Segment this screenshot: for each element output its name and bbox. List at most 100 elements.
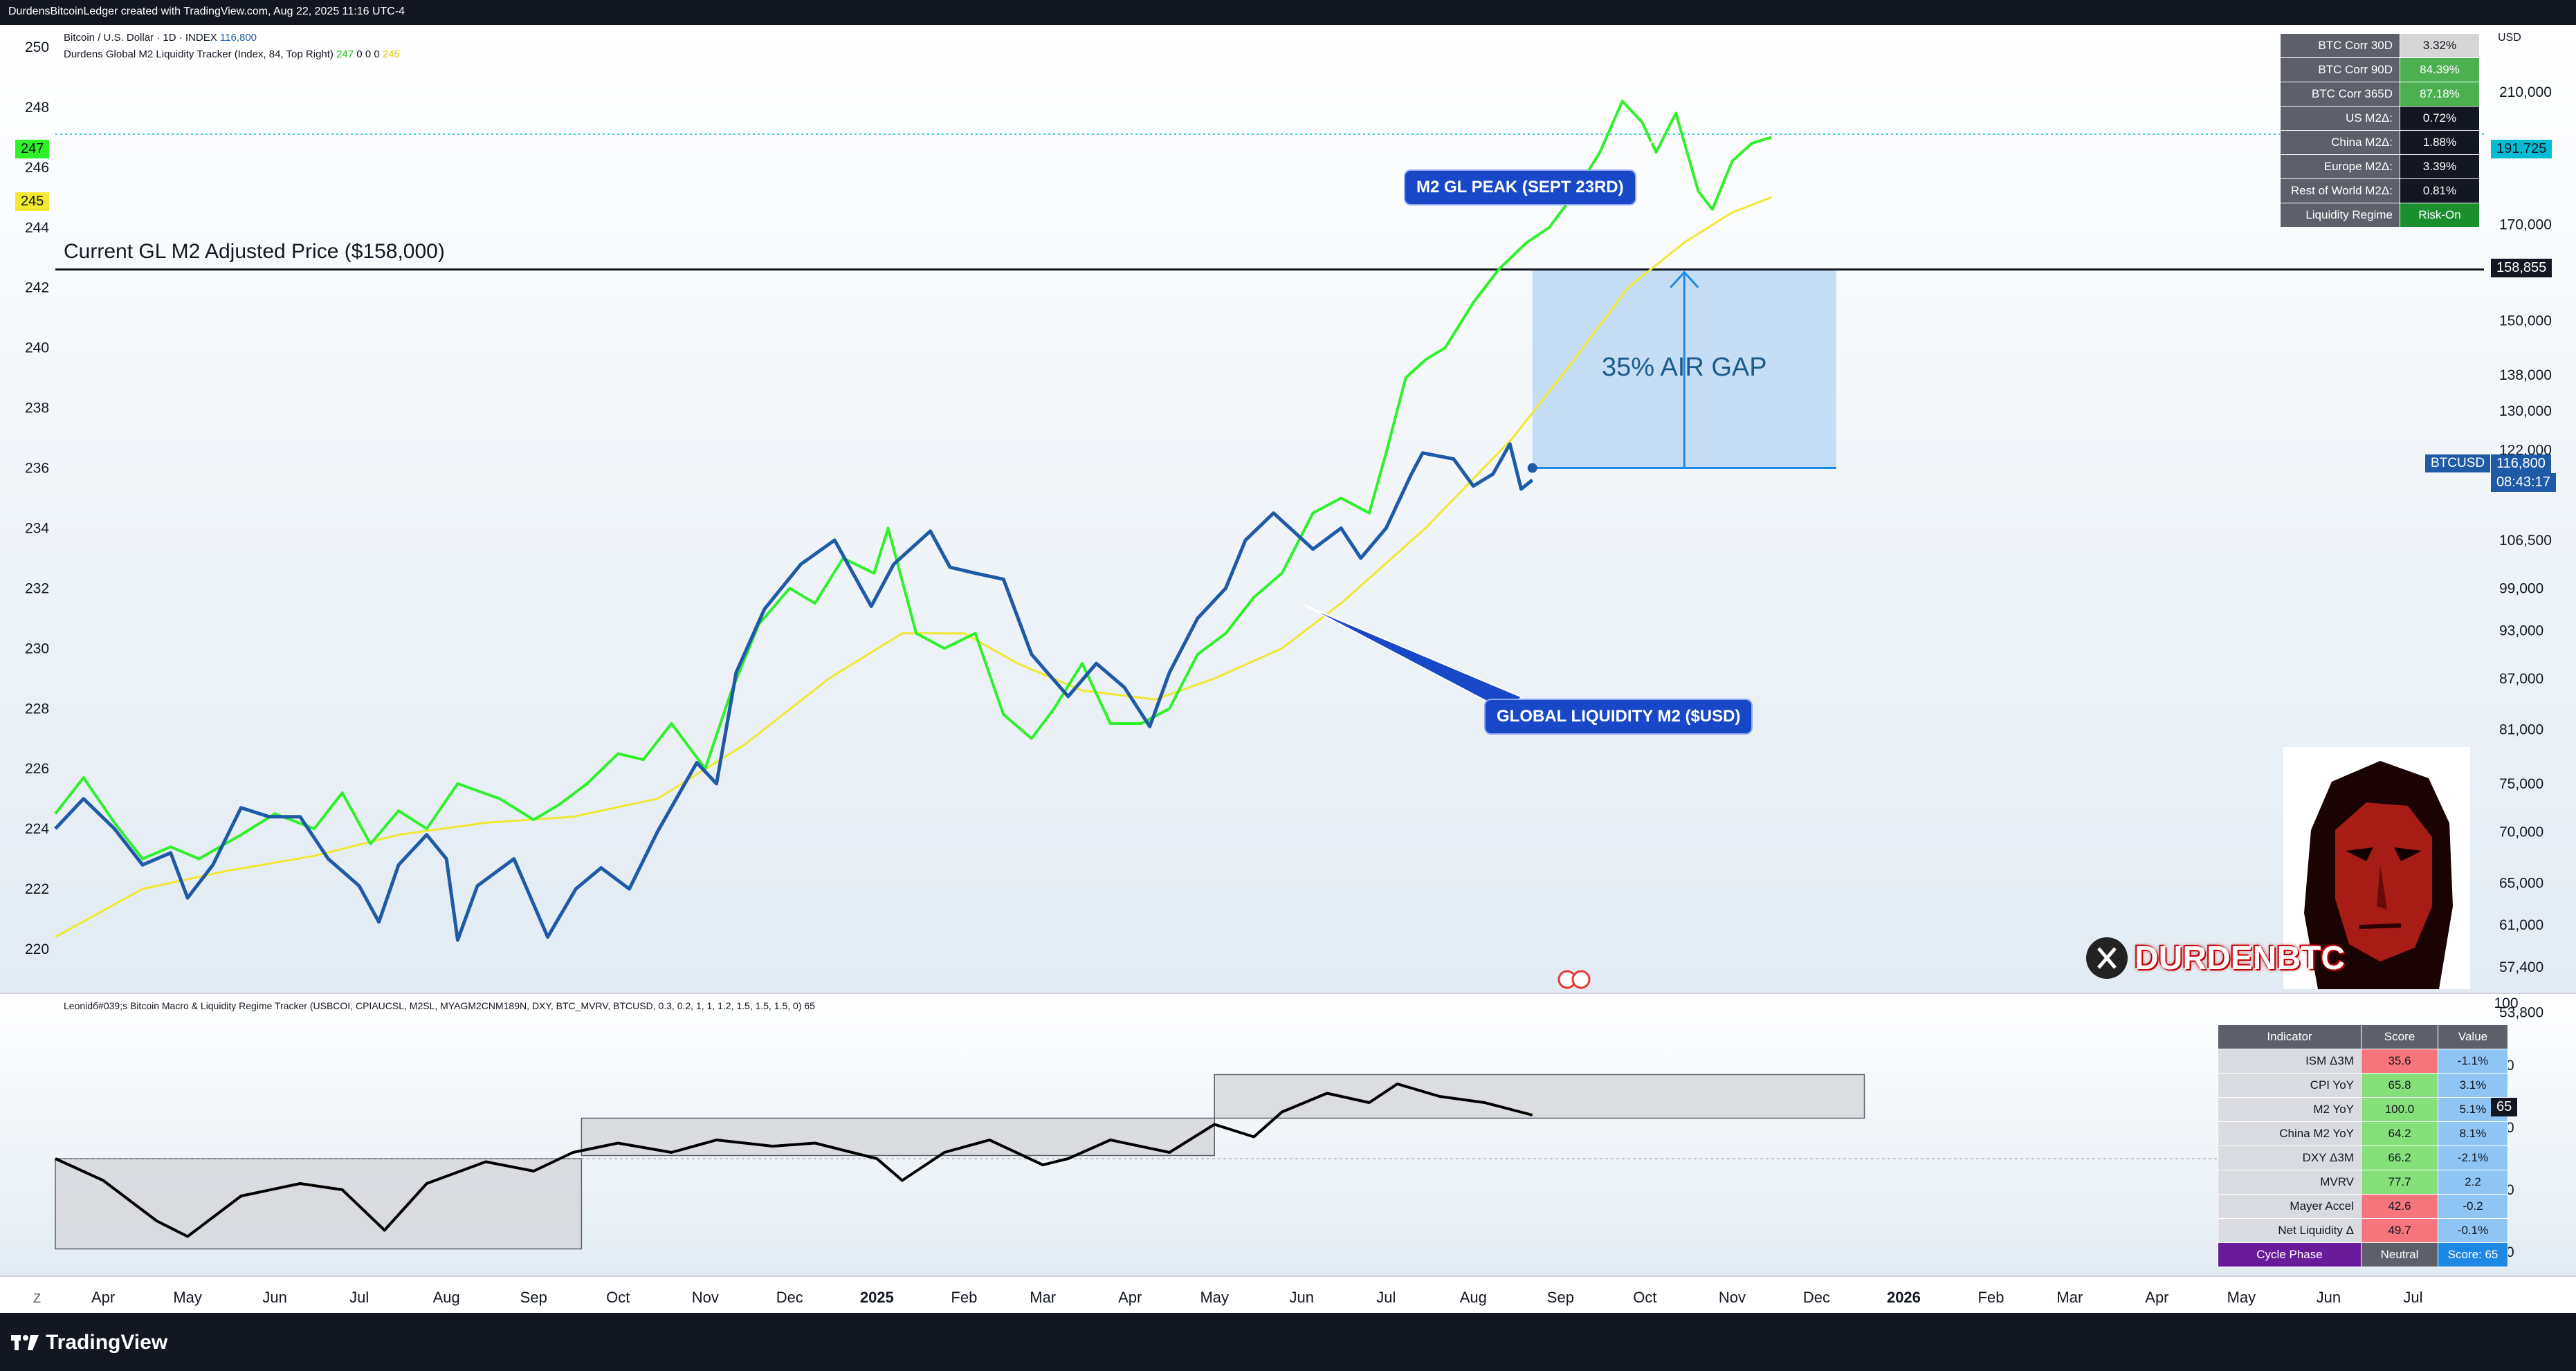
- indicator-score: 65.8: [2361, 1073, 2438, 1098]
- right-axis-tick: 150,000: [2499, 313, 2552, 329]
- stats-label: BTC Corr 30D: [2280, 33, 2400, 58]
- col-header-score: Score: [2361, 1024, 2438, 1049]
- x-axis-tick: Apr: [2145, 1289, 2168, 1306]
- footer-bar: [0, 1313, 2576, 1371]
- x-axis-tick: Apr: [91, 1289, 115, 1306]
- top-price-tag: 191,725: [2491, 140, 2552, 158]
- left-axis-tick: 242: [25, 280, 49, 296]
- legend-m2-value: 0: [374, 48, 380, 60]
- right-axis-tick: 70,000: [2499, 824, 2543, 840]
- right-axis-tick: 65,000: [2499, 875, 2543, 891]
- stats-row: BTC Corr 365D 87.18%: [2280, 82, 2480, 107]
- left-axis-tick: 246: [25, 160, 49, 176]
- price-line-tag: 158,855: [2491, 259, 2552, 277]
- peak-callout[interactable]: M2 GL PEAK (SEPT 23RD): [1404, 169, 1636, 205]
- sub-axis-tick: 100: [2494, 995, 2518, 1011]
- left-axis-tick: 232: [25, 580, 49, 596]
- x-axis-corner: Z: [33, 1291, 41, 1305]
- handle-watermark: DURDENBTC: [2135, 940, 2345, 977]
- legend-btc[interactable]: Bitcoin / U.S. Dollar · 1D · INDEX 116,8…: [64, 32, 257, 44]
- moving-average-line: [55, 196, 1772, 938]
- x-axis-tick: Oct: [606, 1289, 630, 1306]
- left-axis-tick: 224: [25, 821, 49, 837]
- x-axis-tick: Aug: [433, 1289, 460, 1306]
- legend-m2-value: 0: [365, 48, 372, 60]
- x-axis-tick: Jul: [2403, 1289, 2422, 1306]
- indicator-name: M2 YoY: [2218, 1097, 2362, 1122]
- right-axis-tick: 122,000: [2499, 442, 2552, 458]
- left-axis-tick: 240: [25, 340, 49, 356]
- legend-regime[interactable]: Leonidб#039;s Bitcoin Macro & Liquidity …: [64, 1000, 815, 1011]
- indicator-name: ISM Δ3M: [2218, 1049, 2362, 1074]
- currency-label[interactable]: USD: [2498, 32, 2521, 44]
- stats-label: US M2Δ:: [2280, 106, 2400, 131]
- x-axis-tick: Jun: [2317, 1289, 2341, 1306]
- stats-value: 0.81%: [2400, 178, 2480, 203]
- left-axis-tick: 230: [25, 641, 49, 656]
- x-axis-tick: Sep: [1547, 1289, 1574, 1306]
- left-axis-tick: 234: [25, 520, 49, 536]
- x-axis-tick: May: [2227, 1289, 2256, 1306]
- legend-regime-name: Leonidб#039;s Bitcoin Macro & Liquidity …: [64, 1000, 802, 1011]
- right-axis-tick: 138,000: [2499, 367, 2552, 383]
- indicator-header-row: Indicator Score Value: [2218, 1024, 2508, 1049]
- right-axis-tick: 87,000: [2499, 671, 2543, 687]
- x-axis-tick: Apr: [1118, 1289, 1142, 1306]
- indicator-row: Net Liquidity Δ 49.7 -0.1%: [2218, 1218, 2508, 1243]
- right-axis-tick: 81,000: [2499, 722, 2543, 738]
- right-axis-tick: 170,000: [2499, 217, 2552, 232]
- regime-box: [55, 1158, 583, 1250]
- legend-m2-value: 0: [356, 48, 363, 60]
- m2-liquidity-line: [54, 100, 1772, 861]
- cycle-phase-value: Neutral: [2361, 1242, 2438, 1267]
- stats-table: BTC Corr 30D 3.32% BTC Corr 90D 84.39% BTC C…: [2280, 33, 2480, 228]
- btc-price-line: [54, 442, 1534, 942]
- btc-last-point: [1527, 463, 1537, 473]
- right-axis-tick: 106,500: [2499, 533, 2552, 549]
- right-axis-tick: 61,000: [2499, 917, 2543, 933]
- indicator-row: MVRV 77.7 2.2: [2218, 1170, 2508, 1195]
- x-axis-tick: Feb: [1978, 1289, 2004, 1306]
- x-axis-tick: Sep: [520, 1289, 547, 1306]
- left-axis-tick: 248: [25, 100, 49, 116]
- indicator-name: Mayer Accel: [2218, 1194, 2362, 1219]
- sub-value-tag: 65: [2491, 1098, 2518, 1116]
- indicator-name: DXY Δ3M: [2218, 1145, 2362, 1170]
- stats-label: Rest of World M2Δ:: [2280, 178, 2400, 203]
- btc-symbol-tag: BTCUSD: [2425, 454, 2491, 472]
- indicator-score: 64.2: [2361, 1121, 2438, 1146]
- tradingview-logo[interactable]: TradingView: [11, 1331, 167, 1354]
- main-pane-bg: [0, 25, 2576, 993]
- stats-row: Europe M2Δ: 3.39%: [2280, 154, 2480, 179]
- right-axis-tick: 130,000: [2499, 403, 2552, 419]
- right-axis-tick: 99,000: [2499, 580, 2543, 596]
- time-axis-bg: [0, 1276, 2576, 1313]
- left-axis-tick: 238: [25, 401, 49, 416]
- indicator-row: CPI YoY 65.8 3.1%: [2218, 1073, 2508, 1098]
- stats-row: BTC Corr 90D 84.39%: [2280, 57, 2480, 82]
- liquidity-callout[interactable]: GLOBAL LIQUIDITY M2 ($USD): [1484, 699, 1753, 735]
- stats-row: Rest of World M2Δ: 0.81%: [2280, 178, 2480, 203]
- cycle-phase-row: Cycle Phase Neutral Score: 65: [2218, 1242, 2508, 1267]
- left-axis-tick: 220: [25, 941, 49, 957]
- indicator-name: MVRV: [2218, 1170, 2362, 1195]
- stats-label: BTC Corr 365D: [2280, 82, 2400, 107]
- indicator-score: 42.6: [2361, 1194, 2438, 1219]
- left-axis-tick: 222: [25, 881, 49, 897]
- x-axis-tick: Nov: [1719, 1289, 1746, 1306]
- durden-portrait: [2283, 747, 2470, 989]
- btc-price-tag: 116,800: [2491, 454, 2551, 473]
- indicator-name: China M2 YoY: [2218, 1121, 2362, 1146]
- indicator-name: CPI YoY: [2218, 1073, 2362, 1098]
- left-axis-tick: 236: [25, 461, 49, 477]
- event-flag-icon: [1571, 970, 1591, 989]
- tradingview-mark-icon: [11, 1335, 39, 1350]
- stats-label: BTC Corr 90D: [2280, 57, 2400, 82]
- right-axis-tick: 53,800: [2499, 1004, 2543, 1020]
- legend-btc-name: Bitcoin / U.S. Dollar · 1D · INDEX: [64, 32, 217, 44]
- regime-tracker-line: [55, 1083, 1533, 1238]
- legend-m2[interactable]: Durdens Global M2 Liquidity Tracker (Ind…: [64, 48, 400, 60]
- stats-label: Liquidity Regime: [2280, 203, 2400, 228]
